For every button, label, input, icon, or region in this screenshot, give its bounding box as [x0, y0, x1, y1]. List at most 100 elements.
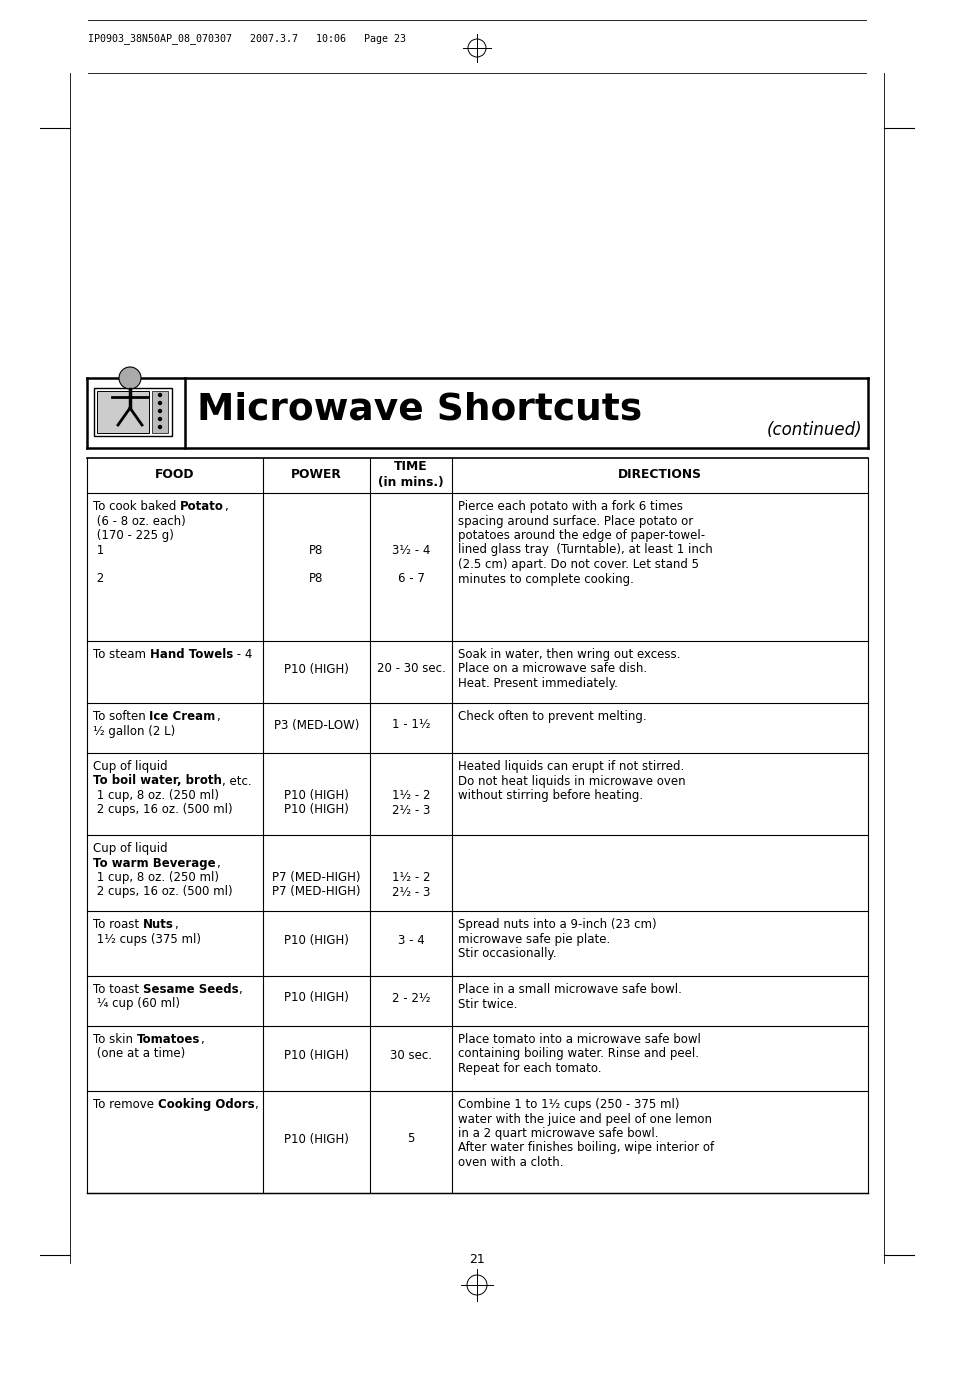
Text: in a 2 quart microwave safe bowl.: in a 2 quart microwave safe bowl. [457, 1127, 658, 1140]
Text: (2.5 cm) apart. Do not cover. Let stand 5: (2.5 cm) apart. Do not cover. Let stand … [457, 557, 699, 571]
Text: P10 (HIGH): P10 (HIGH) [284, 662, 349, 675]
Text: Stir occasionally.: Stir occasionally. [457, 947, 556, 960]
Text: To soften: To soften [92, 709, 150, 723]
Text: 1¹⁄₂ cups (375 ml): 1¹⁄₂ cups (375 ml) [92, 932, 201, 946]
Text: lined glass tray  (Turntable), at least 1 inch: lined glass tray (Turntable), at least 1… [457, 544, 712, 556]
Text: microwave safe pie plate.: microwave safe pie plate. [457, 932, 610, 946]
Text: Spread nuts into a 9-inch (23 cm): Spread nuts into a 9-inch (23 cm) [457, 918, 656, 931]
Text: Hand Towels: Hand Towels [150, 649, 233, 661]
Text: TIME
(in mins.): TIME (in mins.) [377, 461, 443, 490]
Bar [152, 391, 168, 433]
Text: P3 (MED-LOW): P3 (MED-LOW) [274, 719, 359, 732]
Text: without stirring before heating.: without stirring before heating. [457, 788, 642, 802]
Text: (continued): (continued) [765, 420, 862, 438]
Text: To skin: To skin [92, 1033, 136, 1046]
Text: oven with a cloth.: oven with a cloth. [457, 1156, 563, 1169]
Text: Sesame Seeds: Sesame Seeds [143, 983, 238, 996]
Text: P7 (MED-HIGH): P7 (MED-HIGH) [272, 871, 360, 884]
Text: P10 (HIGH): P10 (HIGH) [284, 1133, 349, 1145]
Text: P8: P8 [309, 573, 323, 585]
Text: 1 - 1¹⁄₂: 1 - 1¹⁄₂ [392, 719, 430, 732]
Text: Repeat for each tomato.: Repeat for each tomato. [457, 1062, 601, 1075]
Text: 1 cup, 8 oz. (250 ml): 1 cup, 8 oz. (250 ml) [92, 871, 219, 884]
Text: ,: , [238, 983, 242, 996]
Text: P10 (HIGH): P10 (HIGH) [284, 804, 349, 816]
Text: minutes to complete cooking.: minutes to complete cooking. [457, 573, 633, 585]
Text: ¹⁄₄ cup (60 ml): ¹⁄₄ cup (60 ml) [92, 997, 180, 1011]
Text: spacing around surface. Place potato or: spacing around surface. Place potato or [457, 514, 693, 527]
Text: - 4: - 4 [233, 649, 253, 661]
Text: 1¹⁄₂ - 2: 1¹⁄₂ - 2 [392, 871, 430, 884]
Text: To cook baked: To cook baked [92, 501, 180, 513]
Text: Soak in water, then wring out excess.: Soak in water, then wring out excess. [457, 649, 679, 661]
Text: containing boiling water. Rinse and peel.: containing boiling water. Rinse and peel… [457, 1047, 699, 1061]
Text: 1 cup, 8 oz. (250 ml): 1 cup, 8 oz. (250 ml) [92, 788, 219, 802]
Text: (6 - 8 oz. each): (6 - 8 oz. each) [92, 514, 186, 527]
Text: 3¹⁄₂ - 4: 3¹⁄₂ - 4 [392, 544, 430, 556]
Circle shape [119, 366, 141, 389]
Text: Cooking Odors: Cooking Odors [157, 1098, 254, 1111]
Text: Do not heat liquids in microwave oven: Do not heat liquids in microwave oven [457, 774, 685, 787]
Text: Pierce each potato with a fork 6 times: Pierce each potato with a fork 6 times [457, 501, 682, 513]
Text: ,: , [200, 1033, 204, 1046]
Text: 2¹⁄₂ - 3: 2¹⁄₂ - 3 [392, 885, 430, 899]
Text: P10 (HIGH): P10 (HIGH) [284, 788, 349, 802]
Text: (170 - 225 g): (170 - 225 g) [92, 530, 173, 542]
Circle shape [158, 401, 161, 404]
Bar [97, 391, 149, 433]
Text: IP0903_38N50AP_08_070307   2007.3.7   10:06   Page 23: IP0903_38N50AP_08_070307 2007.3.7 10:06 … [88, 33, 406, 44]
Text: To remove: To remove [92, 1098, 157, 1111]
Text: 20 - 30 sec.: 20 - 30 sec. [376, 662, 445, 675]
Text: Ice Cream: Ice Cream [150, 709, 215, 723]
Text: Stir twice.: Stir twice. [457, 997, 517, 1011]
Text: 2 - 2¹⁄₂: 2 - 2¹⁄₂ [392, 992, 430, 1004]
Text: Place on a microwave safe dish.: Place on a microwave safe dish. [457, 662, 646, 675]
Text: potatoes around the edge of paper-towel-: potatoes around the edge of paper-towel- [457, 530, 704, 542]
Text: ,: , [215, 856, 219, 870]
Text: Nuts: Nuts [143, 918, 173, 931]
Text: 1: 1 [92, 544, 104, 556]
Text: Check often to prevent melting.: Check often to prevent melting. [457, 709, 646, 723]
Text: Cup of liquid: Cup of liquid [92, 842, 168, 855]
Text: 1¹⁄₂ - 2: 1¹⁄₂ - 2 [392, 788, 430, 802]
Text: ,: , [173, 918, 177, 931]
Text: 2 cups, 16 oz. (500 ml): 2 cups, 16 oz. (500 ml) [92, 885, 233, 899]
Circle shape [158, 394, 161, 397]
Text: (one at a time): (one at a time) [92, 1047, 185, 1061]
Text: Heat. Present immediately.: Heat. Present immediately. [457, 678, 618, 690]
Text: P7 (MED-HIGH): P7 (MED-HIGH) [272, 885, 360, 899]
Text: P8: P8 [309, 544, 323, 556]
Text: 2 cups, 16 oz. (500 ml): 2 cups, 16 oz. (500 ml) [92, 804, 233, 816]
Text: Heated liquids can erupt if not stirred.: Heated liquids can erupt if not stirred. [457, 761, 683, 773]
Text: After water finishes boiling, wipe interior of: After water finishes boiling, wipe inter… [457, 1141, 714, 1155]
Circle shape [158, 418, 161, 420]
Text: To steam: To steam [92, 649, 150, 661]
Circle shape [158, 409, 161, 412]
Text: 30 sec.: 30 sec. [390, 1048, 432, 1062]
Text: ,: , [254, 1098, 258, 1111]
Text: P10 (HIGH): P10 (HIGH) [284, 992, 349, 1004]
Text: Potato: Potato [180, 501, 224, 513]
Text: FOOD: FOOD [155, 467, 194, 481]
Text: 6 - 7: 6 - 7 [397, 573, 424, 585]
Text: 2: 2 [92, 573, 104, 585]
Circle shape [158, 426, 161, 429]
Text: Tomatoes: Tomatoes [136, 1033, 200, 1046]
Text: ,: , [215, 709, 219, 723]
Text: DIRECTIONS: DIRECTIONS [618, 467, 701, 481]
Text: Place tomato into a microwave safe bowl: Place tomato into a microwave safe bowl [457, 1033, 700, 1046]
Text: To boil water, broth: To boil water, broth [92, 774, 222, 787]
Text: Place in a small microwave safe bowl.: Place in a small microwave safe bowl. [457, 983, 681, 996]
Text: Combine 1 to 1¹⁄₂ cups (250 - 375 ml): Combine 1 to 1¹⁄₂ cups (250 - 375 ml) [457, 1098, 679, 1111]
Text: To toast: To toast [92, 983, 143, 996]
Text: , etc.: , etc. [222, 774, 252, 787]
Text: To roast: To roast [92, 918, 143, 931]
Text: P10 (HIGH): P10 (HIGH) [284, 1048, 349, 1062]
Text: 21: 21 [469, 1253, 484, 1265]
Text: Microwave Shortcuts: Microwave Shortcuts [196, 391, 641, 427]
Text: ¹⁄₂ gallon (2 L): ¹⁄₂ gallon (2 L) [92, 725, 175, 737]
Text: To warm Beverage: To warm Beverage [92, 856, 215, 870]
Text: 3 - 4: 3 - 4 [397, 934, 424, 947]
Text: water with the juice and peel of one lemon: water with the juice and peel of one lem… [457, 1112, 711, 1126]
Text: P10 (HIGH): P10 (HIGH) [284, 934, 349, 947]
